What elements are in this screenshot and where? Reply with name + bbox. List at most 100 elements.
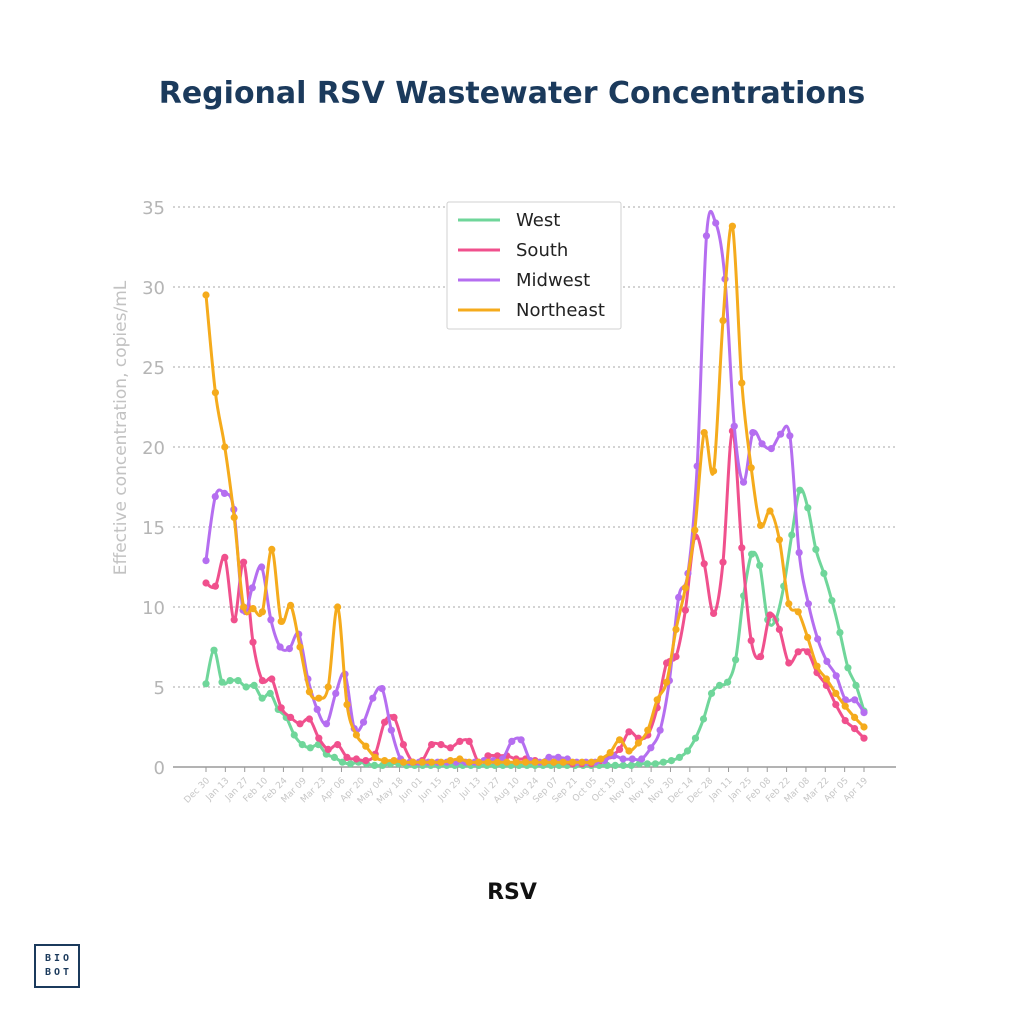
data-point [287, 601, 295, 610]
data-point [369, 694, 377, 702]
y-tick-label: 0 [154, 758, 165, 779]
data-point [730, 422, 738, 430]
data-point [647, 744, 655, 752]
data-point [268, 545, 276, 554]
data-point [747, 464, 755, 472]
data-point [418, 758, 426, 766]
data-point [446, 757, 454, 765]
data-point [788, 531, 796, 539]
data-point [766, 507, 774, 515]
data-point [804, 633, 812, 642]
data-point [211, 493, 219, 501]
data-point [390, 757, 398, 765]
data-point [330, 753, 338, 762]
data-point [296, 720, 304, 728]
series-layer [202, 209, 868, 770]
data-point [221, 553, 229, 562]
data-point [456, 755, 464, 763]
data-point [240, 603, 248, 611]
legend-label: South [516, 240, 568, 261]
data-point [517, 736, 525, 744]
data-point [249, 638, 257, 646]
data-point [775, 625, 784, 634]
y-axis-label: Effective concentration, copies/mL [111, 280, 131, 575]
data-point [637, 755, 646, 763]
data-point [667, 757, 676, 765]
legend-label: Midwest [516, 270, 590, 291]
data-point [234, 677, 242, 685]
data-point [569, 758, 577, 766]
data-point [484, 758, 492, 766]
data-point [616, 736, 624, 744]
data-point [663, 678, 671, 686]
y-tick-labels: 0 5 10 15 20 25 30 35 [142, 198, 165, 779]
logo-line-1: BIO [44, 953, 73, 964]
data-point [211, 389, 219, 397]
data-point [277, 704, 285, 712]
data-point [625, 747, 633, 755]
data-point [796, 486, 804, 494]
y-tick-label: 20 [142, 438, 165, 459]
data-point [226, 677, 234, 685]
data-point [276, 643, 284, 651]
data-point [399, 741, 407, 749]
data-point [362, 742, 370, 750]
data-point [428, 741, 436, 749]
data-point [290, 731, 298, 739]
data-point [362, 757, 370, 765]
data-point [732, 656, 740, 664]
data-point [681, 606, 690, 614]
legend: West South Midwest Northeast [446, 201, 622, 330]
data-point [315, 734, 323, 742]
data-point [554, 753, 562, 762]
data-point [794, 608, 802, 616]
data-point [484, 752, 492, 760]
legend-box [446, 201, 622, 330]
data-point [785, 600, 793, 608]
data-point [851, 713, 859, 722]
y-tick-label: 35 [142, 198, 165, 219]
data-point [841, 696, 850, 704]
data-point [313, 705, 321, 714]
x-tick-label: Dec 30 [183, 776, 213, 806]
data-point [230, 616, 238, 624]
data-point [675, 593, 683, 602]
data-point [338, 758, 347, 766]
data-point [767, 445, 775, 453]
data-point [634, 739, 643, 747]
data-point [587, 758, 596, 766]
data-point [322, 720, 331, 728]
data-point [409, 758, 417, 766]
data-point [619, 761, 627, 770]
data-point [387, 726, 395, 734]
data-point [823, 657, 831, 666]
data-point [298, 741, 306, 749]
data-point [616, 745, 624, 754]
data-point [804, 504, 812, 512]
data-point [332, 689, 340, 698]
data-point [813, 662, 821, 670]
data-point [691, 734, 700, 742]
data-point [715, 681, 724, 690]
data-point [795, 549, 803, 557]
data-point [268, 675, 276, 683]
data-point [710, 467, 718, 475]
data-point [739, 478, 748, 486]
data-point [202, 557, 210, 565]
data-point [324, 683, 332, 691]
data-point [390, 713, 398, 722]
y-tick-label: 10 [142, 598, 165, 619]
data-point [747, 637, 755, 645]
data-point [267, 616, 275, 624]
data-point [531, 758, 539, 766]
data-point [822, 675, 831, 683]
data-point [352, 731, 360, 739]
data-point [756, 561, 764, 570]
data-point [836, 629, 844, 637]
data-point [277, 617, 285, 626]
y-tick-label: 30 [142, 278, 165, 299]
data-point [628, 755, 636, 763]
data-point [700, 429, 708, 437]
data-point [832, 689, 840, 698]
